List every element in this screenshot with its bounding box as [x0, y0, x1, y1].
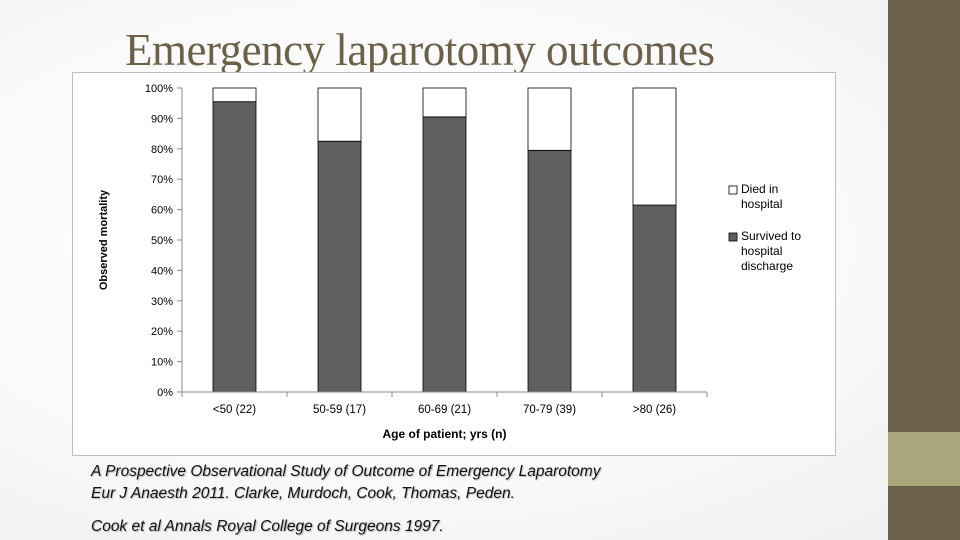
citation-line-3: Cook et al Annals Royal College of Surge…: [91, 518, 444, 535]
x-axis-label: Age of patient; yrs (n): [382, 427, 506, 441]
bar-died: [212, 87, 257, 103]
bar-died: [632, 87, 677, 206]
x-tick-label: 70-79 (39): [523, 404, 576, 416]
legend-label: hospital: [741, 244, 782, 258]
y-tick-label: 50%: [151, 235, 173, 247]
bar-died: [422, 87, 467, 118]
y-tick-label: 100%: [145, 83, 173, 95]
y-tick-label: 40%: [151, 265, 173, 277]
x-axis: <50 (22) 50-59 (17) 60-69 (21) 70-79 (39) >8…: [181, 391, 708, 416]
y-tick-label: 10%: [151, 357, 173, 369]
legend-label: Survived to: [741, 229, 801, 243]
chart-frame: 0% 10% 20% 30% 40% 50% 60% 70% 80% 90% 100% <50 (2…: [72, 72, 836, 456]
legend-swatch: [728, 232, 738, 242]
y-tick-label: 60%: [151, 205, 173, 217]
x-tick-label: 50-59 (17): [313, 404, 366, 416]
bar-survived: [527, 149, 572, 393]
y-tick-label: 30%: [151, 296, 173, 308]
stacked-bar-chart: 0% 10% 20% 30% 40% 50% 60% 70% 80% 90% 100% <50 (2…: [98, 83, 801, 441]
bar-survived: [317, 140, 362, 393]
bar-survived: [632, 204, 677, 393]
sidebar-accent-block: [888, 432, 960, 486]
x-tick-label: 60-69 (21): [418, 404, 471, 416]
slide-title: Emergency laparotomy outcomes: [125, 25, 715, 75]
bar-survived: [212, 101, 257, 393]
bar-survived: [422, 116, 467, 393]
legend-label: Died in: [741, 182, 778, 196]
x-tick-label: >80 (26): [633, 404, 676, 416]
y-tick-label: 0%: [157, 387, 173, 399]
y-tick-label: 20%: [151, 326, 173, 338]
bar-died: [317, 87, 362, 142]
bars: [212, 87, 677, 393]
citation-line-2: Eur J Anaesth 2011. Clarke, Murdoch, Coo…: [91, 485, 515, 502]
legend-swatch: [728, 185, 738, 195]
y-axis: 0% 10% 20% 30% 40% 50% 60% 70% 80% 90% 100%: [145, 83, 183, 399]
y-tick-label: 70%: [151, 174, 173, 186]
bar-died: [527, 87, 572, 151]
y-tick-label: 80%: [151, 144, 173, 156]
legend-label: hospital: [741, 197, 782, 211]
citation-line-1: A Prospective Observational Study of Out…: [91, 463, 601, 480]
y-tick-label: 90%: [151, 113, 173, 125]
x-tick-label: <50 (22): [213, 404, 256, 416]
y-axis-label: Observed mortality: [98, 189, 110, 290]
legend-label: discharge: [741, 259, 793, 273]
